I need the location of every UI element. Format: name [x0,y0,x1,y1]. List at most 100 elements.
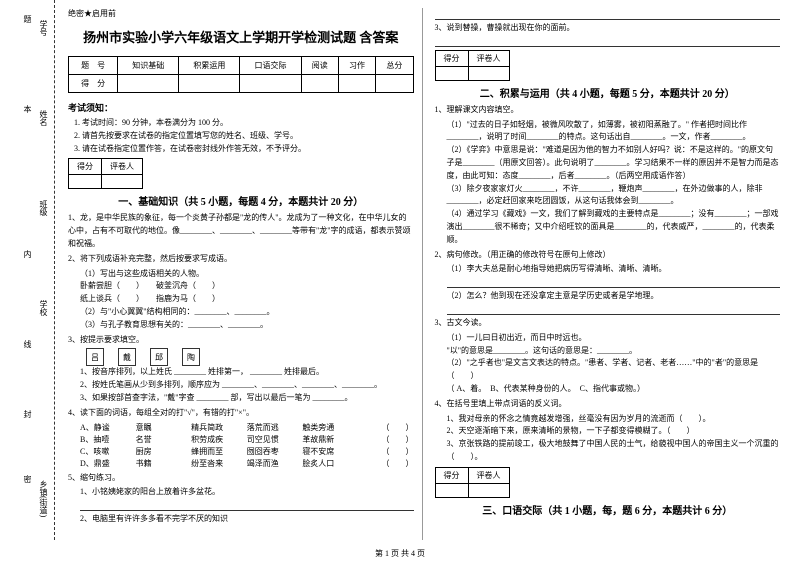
char-box: 邱 [150,348,168,366]
question-text: 1、龙，是中华民族的象征，每一个炎黄子孙都是"龙的传人"。龙成为了一种文化，在中… [68,212,414,250]
answer-line [435,37,781,47]
sub-item: 2、按姓氏笔画从少到多排列，顺序应为 ________、________、___… [80,379,414,392]
sub-item: "以"的意思是________。这句话的意思是：________。 [447,345,781,358]
eval-person: 评卷人 [468,50,509,66]
exam-title: 扬州市实验小学六年级语文上学期开学检测试题 含答案 [68,27,414,46]
td [468,483,509,497]
sub-item: （4）通过学习《藏戏》一文，我们了解到藏戏的主要特点是________；没有__… [447,208,781,246]
char-box: 吕 [86,348,104,366]
notice-list: 考试时间：90 分钟，本卷满分为 100 分。 请首先按要求在试卷的指定位置填写… [82,117,414,155]
th: 积累运用 [179,57,240,75]
td [240,75,301,93]
sub-item: （2）怎么？他到现在还没拿定主意是学历史或者是学地理。 [447,290,781,303]
answer-line [447,278,781,288]
td [338,75,375,93]
sidebar-mark: 封 [22,410,33,418]
left-column: 绝密★启用前 扬州市实验小学六年级语文上学期开学检测试题 含答案 题 号 知识基… [60,8,423,540]
question-text: 2、病句修改。（用正确的修改符号在原句上修改） [435,249,781,262]
td [69,175,102,189]
evaluator-box: 得分评卷人 [435,50,510,81]
sub-item: 纸上谈兵（ ） 指鹿为马（ ） [80,293,414,306]
eval-person: 评卷人 [102,159,143,175]
td [102,175,143,189]
question-text: 4、在括号里填上带点词语的反义词。 [435,398,781,411]
sub-item: 3、京张铁路的提前竣工，极大地鼓舞了中国人民的士气，给藐视中国人的帝国主义一个沉… [447,438,781,464]
sub-item: （1）一儿曰日初出近，而日中时远也。 [447,332,781,345]
sub-item: 2、电脑里有许许多多看不完学不厌的知识 [80,513,414,526]
question-text: 3、古文今读。 [435,317,781,330]
notice-heading: 考试须知： [68,101,414,114]
sub-item: 3、说到替操，曹操就出现在你的面前。 [435,22,781,35]
confidential-mark: 绝密★启用前 [68,8,414,19]
section-2-title: 二、积累与运用（共 4 小题，每题 5 分，本题共计 20 分） [435,85,781,100]
question-text: 2、将下列成语补充完整，然后按要求写成语。 [68,253,414,266]
page-container: 绝密★启用前 扬州市实验小学六年级语文上学期开学检测试题 含答案 题 号 知识基… [0,0,800,540]
question-text: 1、理解课文内容填空。 [435,104,781,117]
th: 总分 [376,57,413,75]
sidebar-label-id: 学号 [38,20,49,36]
sub-item: 2、天空逐渐暗下来，原来清晰的景物，一下子都变得模糊了。（ ） [447,425,781,438]
idiom-row: B、抽噎名誉积劳成疾司空见惯革故鼎新（ ） [80,434,414,446]
table-row: 题 号 知识基础 积累运用 口语交际 阅读 习作 总分 [69,57,414,75]
td: 得 分 [69,75,118,93]
answer-line [435,10,781,20]
td [118,75,179,93]
evaluator-box: 得分评卷人 [68,158,143,189]
page-footer: 第 1 页 共 4 页 [0,548,800,559]
td [376,75,413,93]
sub-item: （1）写出与这些成语相关的人物。 [80,268,414,281]
idiom-row: D、鼎盛书籍纷至沓来竭泽而渔脍炙人口（ ） [80,458,414,470]
eval-score: 得分 [435,467,468,483]
eval-score: 得分 [435,50,468,66]
th: 知识基础 [118,57,179,75]
eval-score: 得分 [69,159,102,175]
char-box: 戴 [118,348,136,366]
char-row: 吕 戴 邱 陶 [80,348,414,366]
sub-item: （1）"过去的日子如轻烟，被微风吹散了，如薄雾，被初阳蒸融了。" 作者把时间比作… [447,119,781,145]
answer-line [447,305,781,315]
sub-item: 1、按音序排列，以上姓氏 ________ 姓排第一， ________ 姓排最… [80,366,414,379]
td [435,483,468,497]
sub-item: 3、如果按部首查字法，"戴"字查 ________ 部，写出以最后一笔为 ___… [80,392,414,405]
sub-item: （1）李大夫总是耐心地指导她把病历写得清晰、清晰、清晰。 [447,263,781,276]
sub-item: （2）与"小心翼翼"结构相同的：________、________。 [80,306,414,319]
eval-person: 评卷人 [468,467,509,483]
sidebar-label-name: 姓名 [38,110,49,126]
td [435,66,468,80]
sub-item: （3）与孔子教育思想有关的：________、________。 [80,319,414,332]
th: 阅读 [301,57,338,75]
sidebar-label-school: 学校 [38,300,49,316]
sidebar-mark: 线 [22,340,33,348]
table-row: 得 分 [69,75,414,93]
sub-item: （2）《学弈》中意思是说："难道是因为他的智力不如别人好吗？说：不是这样的。"的… [447,144,781,182]
question-text: 3、按提示要求填空。 [68,334,414,347]
sidebar-mark: 密 [22,475,33,483]
sub-item: 1、我对母亲的怀念之情竟越发增强，丝毫没有因为岁月的流逝而（ ）。 [447,413,781,426]
th: 习作 [338,57,375,75]
score-table: 题 号 知识基础 积累运用 口语交际 阅读 习作 总分 得 分 [68,56,414,93]
idiom-row: C、咳嗽厨房蜂拥而至囫囵吞枣寝不安席（ ） [80,446,414,458]
sidebar-label-class: 班级 [38,200,49,216]
idiom-row: A、静谧意瞩精兵简政落荒而逃触类旁通（ ） [80,422,414,434]
td [179,75,240,93]
sub-item: 1、小铭姨姥家的阳台上放着许多盆花。 [80,486,414,499]
question-text: 4、读下面的词语，每组全对的打"√"，有错的打"×"。 [68,407,414,420]
evaluator-box: 得分评卷人 [435,467,510,498]
sidebar-mark: 本 [22,105,33,113]
section-1-title: 一、基础知识（共 5 小题，每题 4 分，本题共计 20 分） [68,193,414,208]
td [468,66,509,80]
sub-item: 卧薪尝胆（ ） 破釜沉舟（ ） [80,280,414,293]
sidebar-mark: 内 [22,250,33,258]
th: 口语交际 [240,57,301,75]
section-3-title: 三、口语交际（共 1 小题，每，题 6 分，本题共计 6 分） [435,502,781,517]
binding-sidebar: 学号 题 姓名 本 班级 内 学校 线 封 乡镇(街道) 密 [0,0,55,540]
answer-line [80,501,414,511]
sub-item: （ A、着。 B、代表某种身份的人。 C、指代事或物。） [447,383,781,396]
question-text: 5、缩句练习。 [68,472,414,485]
th: 题 号 [69,57,118,75]
sidebar-mark: 题 [22,15,33,23]
sub-item: （2）"之乎者也"是文言文表达的特点。"患者、学者、记者、老者……"中的"者"的… [447,357,781,383]
sub-item: （3）除夕夜家家灯火________，不许________，鞭炮声_______… [447,183,781,209]
sidebar-label-town: 乡镇(街道) [38,480,49,517]
right-column: 3、说到替操，曹操就出现在你的面前。 得分评卷人 二、积累与运用（共 4 小题，… [423,8,789,540]
